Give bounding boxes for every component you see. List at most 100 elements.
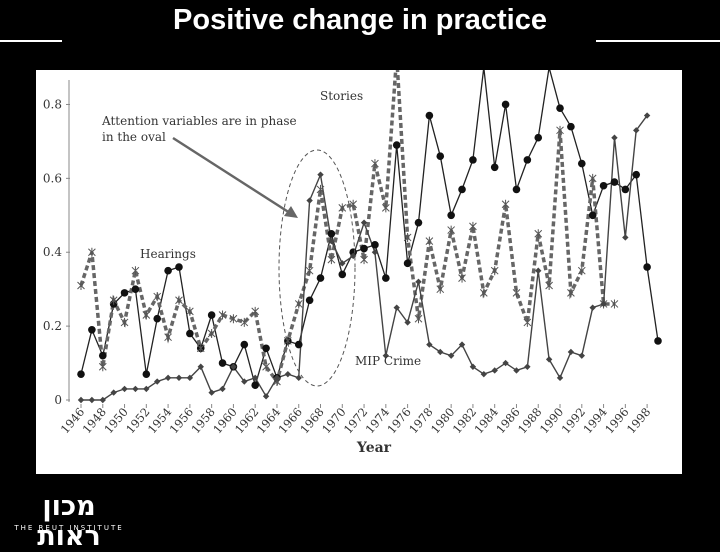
stories-point <box>109 295 118 305</box>
hearings-point <box>240 340 249 349</box>
hearings-point <box>98 351 107 360</box>
stories-point <box>403 232 412 242</box>
crime-point <box>371 249 379 256</box>
hearings-point <box>77 370 85 378</box>
logo-hebrew-name: מכון ראות <box>37 491 101 552</box>
stories-point <box>338 203 347 213</box>
crime-point <box>317 171 324 178</box>
x-tick-label: 1946 <box>58 405 88 436</box>
stories-point <box>240 317 249 327</box>
stories-point <box>414 314 423 324</box>
x-tick-label: 1990 <box>537 405 567 436</box>
stories-point <box>567 288 575 298</box>
hearings-point <box>447 211 455 220</box>
stories-point <box>501 199 510 209</box>
hearings-point <box>567 122 575 131</box>
hearings-point <box>294 340 303 349</box>
title-rule-right <box>596 40 720 42</box>
x-tick-label: 1958 <box>188 405 218 436</box>
crime-point <box>589 304 596 311</box>
stories-point <box>175 295 183 305</box>
stories-point <box>523 317 532 327</box>
y-tick-label: 0.2 <box>43 319 62 333</box>
crime-point <box>633 127 640 134</box>
stories-point <box>218 310 227 320</box>
crime-point <box>535 267 542 274</box>
y-tick-label: 0.8 <box>43 97 62 111</box>
x-tick-label: 1986 <box>493 405 523 436</box>
chart-panel: 0 0.2 0.4 0.6 0.8 1946 1948 1950 1952 1954 1956 19… <box>36 70 682 474</box>
crime-point <box>219 385 226 393</box>
stories-point <box>458 273 466 283</box>
crime-point <box>622 234 629 241</box>
crime-point <box>393 304 400 311</box>
hearings-point <box>316 274 325 282</box>
y-tick-label: 0 <box>54 393 62 407</box>
hearings-point <box>523 156 532 164</box>
hearings-point <box>490 163 499 172</box>
hearings-point <box>436 152 445 160</box>
stories-point <box>196 343 205 353</box>
reut-institute-logo: מכון ראות THE REUT INSTITUTE <box>6 492 132 552</box>
hearings-point <box>186 329 194 338</box>
crime-point <box>360 219 368 226</box>
hearings-point <box>632 170 641 179</box>
stories-point <box>305 266 314 276</box>
stories-point <box>534 229 543 239</box>
x-tick-label: 1998 <box>624 405 654 436</box>
x-tick-label: 1984 <box>471 405 501 436</box>
stories-point <box>262 362 270 372</box>
x-tick-label: 1976 <box>384 405 414 436</box>
series-line-stories <box>79 70 615 386</box>
crime-point <box>491 367 498 374</box>
hearings-point <box>654 337 662 345</box>
crime-point <box>295 374 302 382</box>
stories-point <box>436 284 445 294</box>
stories-point <box>447 225 456 235</box>
stories-point <box>327 255 336 265</box>
annotation-arrowhead <box>284 206 298 218</box>
x-tick-label: 1980 <box>428 405 458 436</box>
y-tick-label: 0.6 <box>43 171 62 185</box>
crime-point <box>469 363 477 370</box>
hearings-point <box>382 274 390 282</box>
hearings-point <box>588 211 597 220</box>
annotation-line-2: in the oval <box>102 130 166 144</box>
title-rule-left <box>0 40 62 42</box>
stories-point <box>610 299 619 309</box>
hearings-point <box>153 314 162 323</box>
crime-point <box>437 348 444 356</box>
stories-point <box>88 247 96 257</box>
crime-point <box>611 134 618 141</box>
x-axis-title: Year <box>356 440 392 456</box>
hearings-point <box>392 141 401 149</box>
crime-point <box>262 393 270 400</box>
crime-point <box>230 363 237 370</box>
hearings-point <box>501 100 510 109</box>
stories-point <box>77 280 85 290</box>
crime-point <box>197 363 204 370</box>
x-tick-label: 1988 <box>515 405 545 436</box>
crime-point <box>556 374 564 382</box>
stories-point <box>588 173 597 183</box>
hearings-point <box>327 229 336 238</box>
stories-point <box>98 362 107 372</box>
phase-oval <box>278 149 356 387</box>
stories-point <box>229 314 238 324</box>
crime-point <box>132 385 139 393</box>
crime-point <box>241 378 248 385</box>
slide-title: Positive change in practice <box>173 4 547 36</box>
hearings-point <box>599 181 608 190</box>
hearings-point <box>175 263 183 271</box>
hearings-point <box>131 285 140 293</box>
hearings-point <box>577 159 586 168</box>
stories-point <box>371 159 379 169</box>
hearings-point <box>218 359 227 367</box>
stories-point <box>186 306 194 316</box>
stories-point <box>469 221 477 231</box>
crime-point <box>545 356 553 363</box>
hearings-point <box>164 266 172 275</box>
x-tick-label: 1974 <box>363 405 393 436</box>
crime-point <box>251 374 259 382</box>
x-tick-label: 1982 <box>450 405 480 436</box>
